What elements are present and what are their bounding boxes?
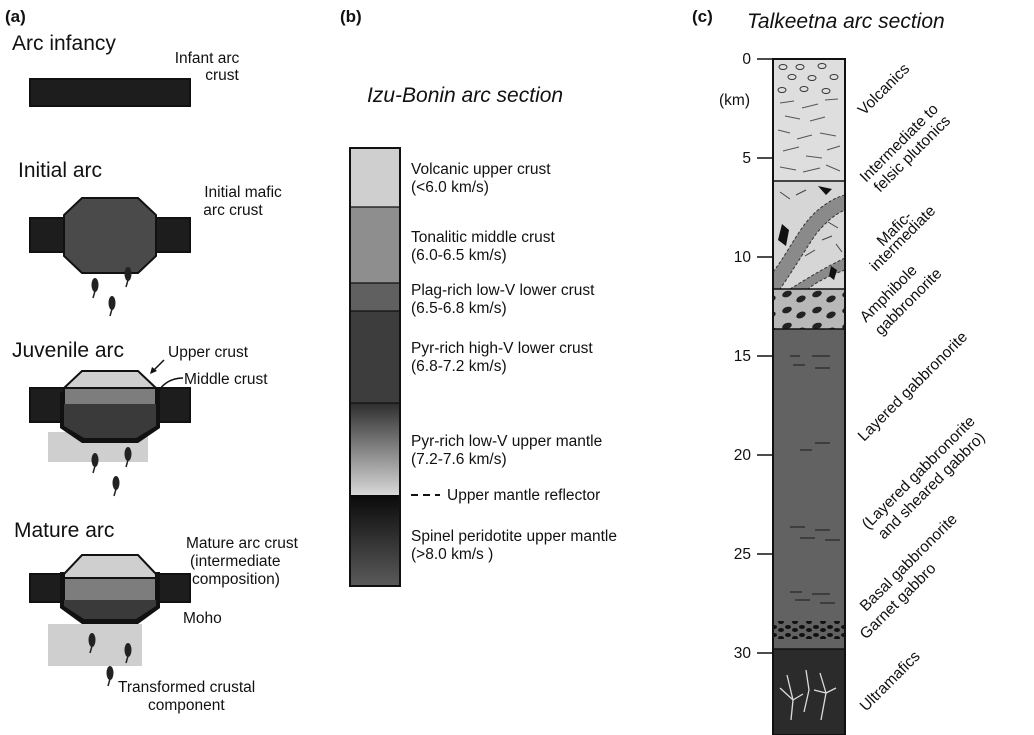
izu-bonin-column (349, 147, 401, 587)
talkeetna-title: Talkeetna arc section (747, 10, 945, 33)
infant-arc-crust-label-1: Infant arc (175, 50, 240, 67)
layer-3-velocity: (6.5-6.8 km/s) (411, 300, 507, 317)
panel-a: (a) Arc infancy Infant arc crust Initial… (5, 7, 299, 714)
initial-arc-crust (29, 197, 191, 274)
mature-arc-crust-label-1: Mature arc crust (186, 535, 299, 552)
tick-15: 15 (734, 348, 751, 365)
layer-2-velocity: (6.0-6.5 km/s) (411, 247, 507, 264)
initial-mafic-label-1: Initial mafic (204, 184, 282, 201)
magma-droplets-juvenile (91, 447, 132, 497)
layer-4-name: Pyr-rich high-V lower crust (411, 340, 593, 357)
mature-arc-crust-label-2: (intermediate (190, 553, 280, 570)
reflector-label: Upper mantle reflector (447, 487, 600, 504)
moho-label: Moho (183, 610, 222, 627)
middle-crust-label: Middle crust (184, 371, 268, 388)
izu-bonin-title: Izu-Bonin arc section (367, 84, 563, 107)
panel-b: (b) Izu-Bonin arc section Volcanic upper… (340, 7, 617, 587)
infant-arc-crust-label-2: crust (205, 67, 239, 84)
infant-arc-crust-layer (29, 78, 191, 107)
unit-volcanics: Volcanics (855, 60, 913, 118)
magma-droplets-initial (91, 267, 132, 317)
layer-2-name: Tonalitic middle crust (411, 229, 556, 246)
mature-arc-title: Mature arc (14, 519, 114, 542)
juvenile-arc-title: Juvenile arc (12, 339, 124, 362)
depth-unit-label: (km) (719, 92, 750, 109)
tick-25: 25 (734, 546, 751, 563)
tick-5: 5 (742, 150, 751, 167)
layer-6-name: Spinel peridotite upper mantle (411, 528, 617, 545)
layer-5-name: Pyr-rich low-V upper mantle (411, 433, 602, 450)
layer-4-velocity: (6.8-7.2 km/s) (411, 358, 507, 375)
panel-a-label: (a) (5, 7, 26, 26)
layer-5-velocity: (7.2-7.6 km/s) (411, 451, 507, 468)
transformed-label-1: Transformed crustal (118, 679, 255, 696)
layer-1-velocity: (<6.0 km/s) (411, 179, 489, 196)
layer-6-velocity: (>8.0 km/s ) (411, 546, 493, 563)
layer-labels: Volcanic upper crust (<6.0 km/s) Tonalit… (411, 161, 617, 563)
panel-c-label: (c) (692, 7, 713, 26)
unit-labels: Volcanics Intermediate to felsic plutoni… (855, 60, 989, 715)
arc-infancy-title: Arc infancy (12, 32, 116, 55)
juvenile-arc-crust (29, 370, 191, 462)
tick-10: 10 (734, 249, 752, 266)
layer-3-name: Plag-rich low-V lower crust (411, 282, 595, 299)
mature-arc-crust (29, 554, 191, 666)
transformed-label-2: component (148, 697, 225, 714)
tick-20: 20 (734, 447, 752, 464)
upper-crust-label: Upper crust (168, 344, 249, 361)
mature-arc-crust-label-3: composition) (192, 571, 280, 588)
tick-0: 0 (742, 51, 751, 68)
panel-b-label: (b) (340, 7, 362, 26)
tick-30: 30 (734, 645, 752, 662)
talkeetna-column (772, 58, 846, 735)
initial-arc-title: Initial arc (18, 159, 102, 182)
panel-c: (c) Talkeetna arc section (km) 0 5 10 15… (692, 7, 989, 735)
depth-axis: 0 5 10 15 20 25 30 (734, 51, 773, 662)
layer-1-name: Volcanic upper crust (411, 161, 551, 178)
initial-mafic-label-2: arc crust (203, 202, 263, 219)
unit-ultramafics: Ultramafics (857, 648, 924, 715)
magma-droplets-mature (88, 633, 132, 687)
unit-layered-sheared-line-2: and sheared gabbro) (875, 429, 989, 543)
